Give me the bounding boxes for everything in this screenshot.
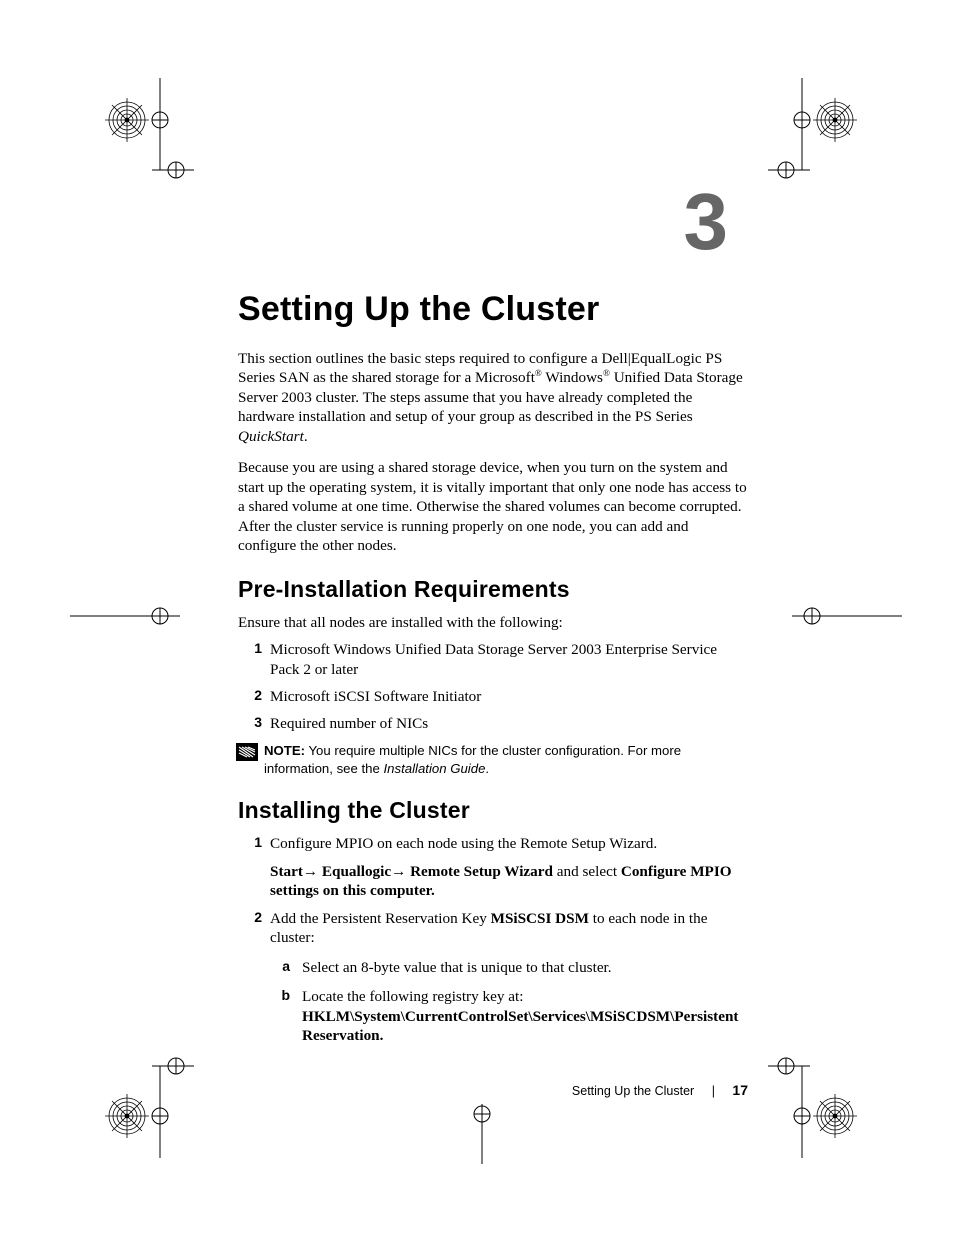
preinstall-heading: Pre-Installation Requirements — [238, 576, 748, 603]
list-text: Required number of NICs — [270, 715, 428, 732]
path-plain: and select — [553, 863, 621, 880]
preinstall-intro: Ensure that all nodes are installed with… — [238, 613, 748, 632]
sub-b-pre: Locate the following registry key at: — [302, 988, 523, 1005]
arrow-icon: → — [391, 863, 406, 880]
sub-a-text: Select an 8-byte value that is unique to… — [302, 959, 612, 976]
install-heading: Installing the Cluster — [238, 797, 748, 824]
list-item: 2Microsoft iSCSI Software Initiator — [270, 687, 748, 706]
list-marker: a — [270, 958, 290, 976]
install-list: 1 Configure MPIO on each node using the … — [238, 834, 748, 1045]
sub-b-bold: HKLM\System\CurrentControlSet\Services\M… — [302, 1008, 738, 1044]
list-item: 2 Add the Persistent Reservation Key MSi… — [270, 909, 748, 1046]
list-item: b Locate the following registry key at: … — [302, 987, 748, 1045]
step2-bold: MSiSCSI DSM — [491, 910, 589, 927]
registered-mark: ® — [535, 368, 542, 378]
list-marker: b — [270, 987, 290, 1005]
step1-text: Configure MPIO on each node using the Re… — [270, 835, 657, 852]
note-body-b: . — [485, 761, 489, 776]
list-item: 1Microsoft Windows Unified Data Storage … — [270, 640, 748, 679]
step1-path: Start→ Equallogic→ Remote Setup Wizard a… — [270, 862, 748, 901]
intro-paragraph-2: Because you are using a shared storage d… — [238, 458, 748, 555]
page-content: 3 Setting Up the Cluster This section ou… — [238, 182, 748, 1056]
intro-paragraph-1: This section outlines the basic steps re… — [238, 349, 748, 446]
list-text: Microsoft Windows Unified Data Storage S… — [270, 641, 717, 677]
crop-mark-mid-left — [70, 596, 190, 636]
list-item: 1 Configure MPIO on each node using the … — [270, 834, 748, 900]
install-sublist: a Select an 8-byte value that is unique t… — [270, 958, 748, 1046]
list-item: aSelect an 8-byte value that is unique t… — [302, 958, 748, 977]
list-marker: 3 — [238, 714, 262, 732]
crop-mark-top-right — [720, 78, 870, 188]
step2-pre: Add the Persistent Reservation Key — [270, 910, 491, 927]
note-icon — [236, 743, 258, 761]
list-item: 3Required number of NICs — [270, 714, 748, 733]
crop-mark-bottom-center — [452, 1094, 512, 1164]
note-block: NOTE: You require multiple NICs for the … — [236, 742, 748, 778]
page-title: Setting Up the Cluster — [238, 290, 748, 329]
crop-mark-bottom-left — [94, 1048, 194, 1158]
intro-p1-d: . — [304, 428, 308, 445]
crop-mark-mid-right — [782, 596, 902, 636]
note-text: NOTE: You require multiple NICs for the … — [264, 742, 748, 778]
page-footer: Setting Up the Cluster | 17 — [238, 1082, 748, 1098]
preinstall-list: 1 Microsoft Windows Unified Data Storage … — [238, 640, 748, 734]
path-mid2: Remote Setup Wizard — [406, 863, 553, 880]
path-mid1: Equallogic — [318, 863, 391, 880]
intro-p1-b: Windows — [542, 370, 603, 387]
crop-mark-top-left — [94, 78, 194, 188]
page-number: 17 — [732, 1082, 748, 1098]
registered-mark: ® — [603, 368, 610, 378]
list-marker: 2 — [238, 909, 262, 927]
intro-p1-italic: QuickStart — [238, 428, 304, 445]
path-start: Start — [270, 863, 303, 880]
note-body-italic: Installation Guide — [384, 761, 486, 776]
crop-mark-bottom-right — [720, 1048, 870, 1158]
chapter-number: 3 — [238, 182, 728, 262]
arrow-icon: → — [303, 863, 318, 880]
list-marker: 2 — [238, 687, 262, 705]
footer-separator: | — [712, 1084, 715, 1098]
list-text: Microsoft iSCSI Software Initiator — [270, 688, 481, 705]
note-label: NOTE: — [264, 743, 305, 758]
list-marker: 1 — [238, 834, 262, 852]
footer-title: Setting Up the Cluster — [572, 1084, 694, 1098]
list-marker: 1 — [238, 640, 262, 658]
